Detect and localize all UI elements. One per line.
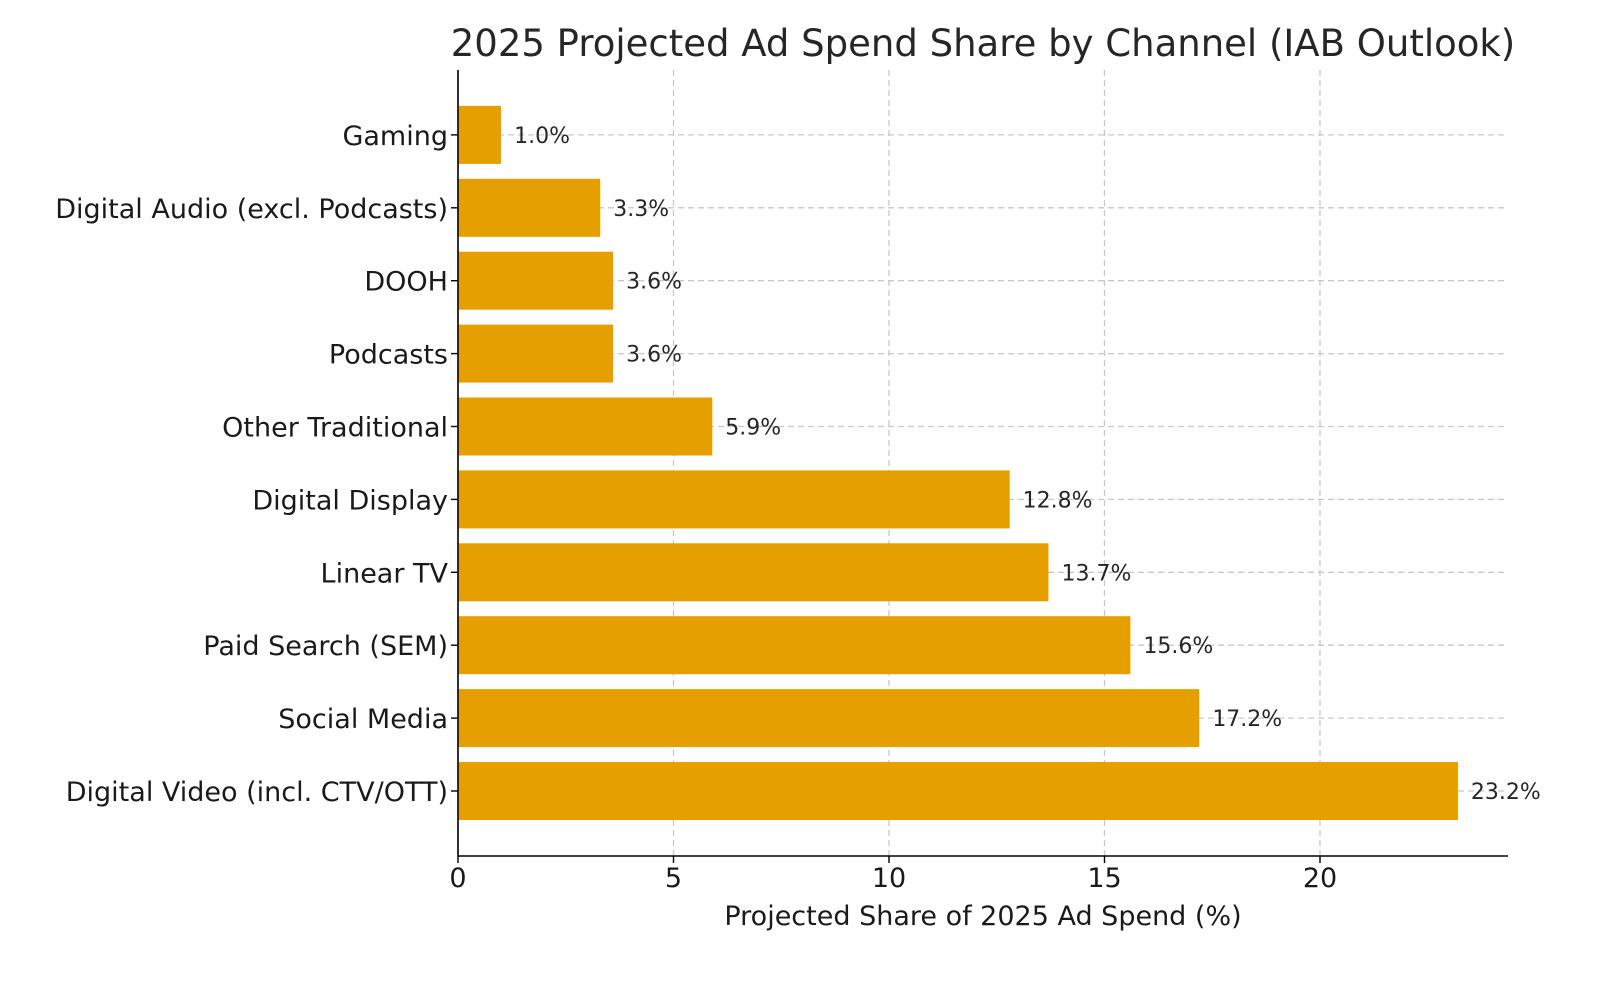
category-label: Digital Audio (excl. Podcasts) [55, 194, 448, 225]
value-label: 15.6% [1143, 634, 1213, 659]
value-label: 13.7% [1061, 561, 1131, 586]
category-label: DOOH [364, 267, 448, 298]
value-label: 3.3% [613, 197, 669, 222]
x-axis-title: Projected Share of 2025 Ad Spend (%) [724, 901, 1241, 932]
x-tick-label: 0 [449, 863, 466, 894]
category-label: Gaming [342, 121, 448, 152]
category-label: Other Traditional [222, 413, 448, 444]
x-tick-label: 5 [665, 863, 682, 894]
bar [458, 689, 1200, 748]
value-label: 3.6% [626, 270, 682, 295]
bar [458, 105, 502, 164]
category-label: Social Media [278, 704, 448, 735]
x-tick-label: 20 [1303, 863, 1337, 894]
bar [458, 251, 614, 310]
value-label: 1.0% [514, 124, 570, 149]
bar [458, 470, 1010, 529]
bar [458, 397, 713, 456]
labels: 0 5 10 15 20 Digital Video (incl. CTV/OTT) 23.… [55, 121, 1541, 894]
bar [458, 616, 1131, 675]
x-tick-label: 15 [1087, 863, 1121, 894]
value-label: 5.9% [725, 416, 781, 441]
value-label: 3.6% [626, 343, 682, 368]
bars [458, 105, 1458, 820]
x-tick-label: 10 [872, 863, 906, 894]
bar [458, 762, 1458, 820]
category-label: Paid Search (SEM) [203, 631, 448, 662]
axes [451, 70, 1508, 863]
value-label: 17.2% [1212, 707, 1282, 732]
value-label: 23.2% [1471, 780, 1541, 805]
chart-title: 2025 Projected Ad Spend Share by Channel… [451, 22, 1516, 65]
category-label: Digital Video (incl. CTV/OTT) [66, 777, 448, 808]
category-label: Digital Display [252, 485, 448, 516]
value-label: 12.8% [1023, 488, 1093, 513]
bar [458, 543, 1049, 602]
category-label: Linear TV [321, 558, 449, 589]
category-label: Podcasts [329, 340, 448, 371]
bar [458, 178, 601, 237]
bar [458, 324, 614, 383]
